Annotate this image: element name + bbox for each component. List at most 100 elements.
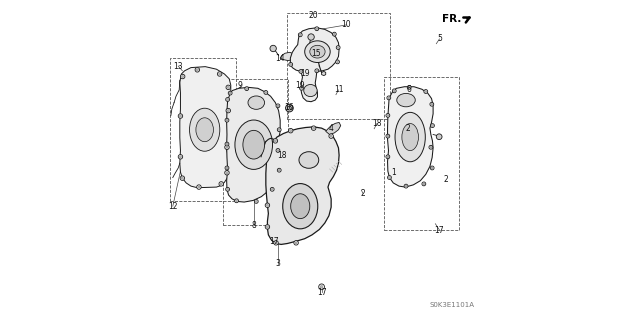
Circle shape bbox=[266, 226, 268, 228]
Circle shape bbox=[219, 73, 221, 75]
Circle shape bbox=[430, 102, 434, 106]
Circle shape bbox=[315, 69, 319, 73]
Circle shape bbox=[196, 185, 201, 189]
Text: 17: 17 bbox=[269, 237, 279, 246]
Circle shape bbox=[195, 68, 200, 72]
Circle shape bbox=[294, 241, 298, 245]
Circle shape bbox=[273, 139, 278, 143]
Polygon shape bbox=[266, 127, 339, 244]
Ellipse shape bbox=[283, 184, 318, 229]
Circle shape bbox=[408, 86, 410, 88]
Circle shape bbox=[218, 72, 222, 76]
Circle shape bbox=[227, 86, 229, 88]
Circle shape bbox=[178, 155, 182, 159]
Ellipse shape bbox=[397, 93, 415, 107]
Circle shape bbox=[320, 285, 323, 288]
Circle shape bbox=[226, 108, 230, 113]
Circle shape bbox=[265, 92, 267, 93]
Circle shape bbox=[265, 203, 269, 207]
Circle shape bbox=[246, 88, 248, 90]
Circle shape bbox=[388, 177, 390, 178]
Ellipse shape bbox=[196, 118, 213, 142]
Text: 15: 15 bbox=[312, 49, 321, 58]
Circle shape bbox=[387, 135, 388, 137]
Circle shape bbox=[226, 98, 230, 101]
Polygon shape bbox=[326, 123, 340, 134]
Circle shape bbox=[226, 188, 230, 191]
Circle shape bbox=[431, 167, 433, 169]
Circle shape bbox=[274, 241, 278, 245]
Text: 16: 16 bbox=[285, 103, 294, 112]
Ellipse shape bbox=[310, 45, 325, 58]
Text: 5: 5 bbox=[437, 35, 442, 44]
Circle shape bbox=[289, 128, 293, 133]
Circle shape bbox=[277, 149, 279, 151]
Circle shape bbox=[236, 200, 237, 202]
Circle shape bbox=[422, 182, 426, 186]
Ellipse shape bbox=[402, 124, 419, 151]
Circle shape bbox=[299, 69, 303, 73]
Circle shape bbox=[264, 91, 268, 94]
Circle shape bbox=[180, 176, 184, 180]
Polygon shape bbox=[227, 87, 280, 202]
Circle shape bbox=[423, 183, 425, 185]
Circle shape bbox=[337, 47, 339, 48]
Ellipse shape bbox=[304, 84, 317, 97]
Circle shape bbox=[225, 166, 229, 170]
Text: 2: 2 bbox=[444, 175, 448, 184]
Circle shape bbox=[277, 128, 281, 132]
Circle shape bbox=[181, 177, 184, 179]
Circle shape bbox=[387, 115, 388, 116]
Circle shape bbox=[226, 143, 228, 145]
Text: 20: 20 bbox=[308, 11, 318, 20]
Circle shape bbox=[394, 90, 395, 92]
Ellipse shape bbox=[305, 41, 330, 62]
Circle shape bbox=[429, 145, 433, 149]
Circle shape bbox=[227, 99, 228, 100]
Text: 13: 13 bbox=[173, 61, 183, 70]
Circle shape bbox=[319, 284, 324, 290]
Circle shape bbox=[337, 61, 339, 63]
Text: 8: 8 bbox=[252, 221, 257, 230]
Circle shape bbox=[225, 118, 229, 122]
Ellipse shape bbox=[235, 120, 273, 169]
Text: 9: 9 bbox=[237, 81, 242, 90]
Circle shape bbox=[226, 167, 228, 169]
Text: 11: 11 bbox=[333, 85, 343, 94]
Circle shape bbox=[245, 87, 248, 91]
Circle shape bbox=[255, 201, 257, 202]
Circle shape bbox=[436, 134, 442, 140]
Bar bbox=[384, 77, 459, 230]
Bar bbox=[287, 13, 390, 119]
Ellipse shape bbox=[395, 112, 426, 162]
Circle shape bbox=[271, 188, 273, 190]
Circle shape bbox=[227, 110, 229, 112]
Ellipse shape bbox=[291, 194, 310, 219]
Circle shape bbox=[226, 119, 228, 121]
Circle shape bbox=[196, 69, 198, 71]
Text: 2: 2 bbox=[360, 189, 365, 198]
Circle shape bbox=[289, 107, 291, 109]
Text: 12: 12 bbox=[168, 202, 177, 211]
Circle shape bbox=[182, 76, 184, 77]
Circle shape bbox=[270, 188, 274, 191]
Polygon shape bbox=[180, 67, 231, 188]
Polygon shape bbox=[388, 87, 433, 187]
Text: 1: 1 bbox=[391, 168, 396, 177]
Circle shape bbox=[220, 183, 222, 185]
Circle shape bbox=[290, 130, 292, 132]
Circle shape bbox=[335, 60, 339, 64]
Circle shape bbox=[300, 71, 301, 72]
Circle shape bbox=[178, 114, 182, 118]
Circle shape bbox=[290, 64, 292, 65]
Text: 18: 18 bbox=[277, 151, 287, 160]
Circle shape bbox=[270, 45, 276, 52]
Circle shape bbox=[229, 92, 231, 94]
Circle shape bbox=[387, 156, 388, 158]
Text: 4: 4 bbox=[329, 124, 333, 132]
Circle shape bbox=[285, 104, 293, 112]
Circle shape bbox=[298, 33, 302, 37]
Circle shape bbox=[228, 91, 232, 95]
Text: 17: 17 bbox=[317, 288, 326, 297]
Circle shape bbox=[301, 87, 302, 89]
